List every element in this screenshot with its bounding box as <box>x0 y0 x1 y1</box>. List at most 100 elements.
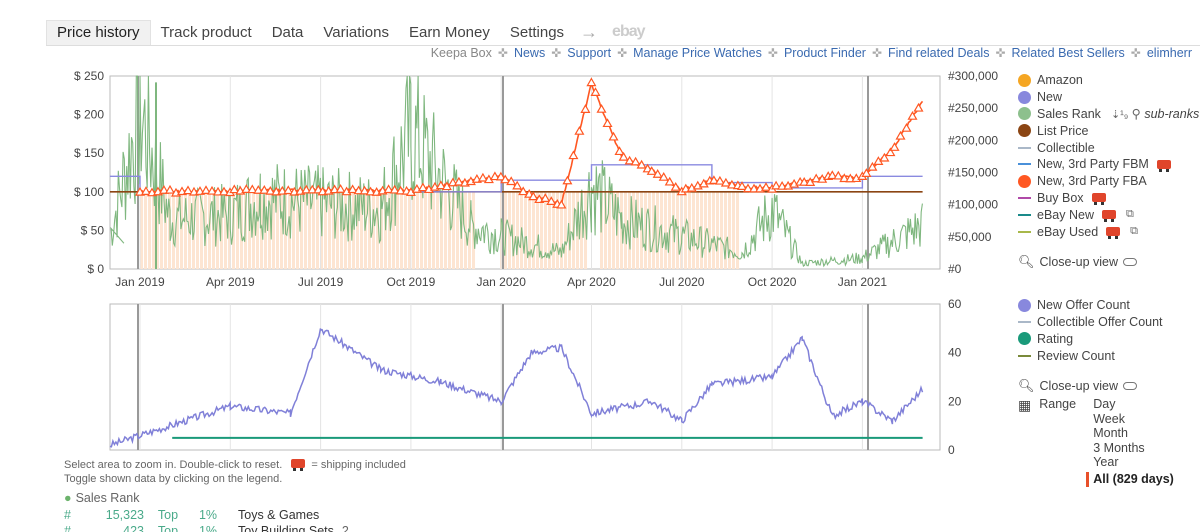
legend-item-list-price[interactable]: List Price <box>1018 122 1199 139</box>
fba-marker <box>417 182 428 192</box>
fba-marker <box>885 147 896 157</box>
support-link[interactable]: Support <box>567 46 612 60</box>
range-options: Day Week Month 3 Months Year All (829 days) <box>1086 397 1174 487</box>
range-option[interactable]: Month <box>1093 426 1128 441</box>
y-right-tick-label: #150,000 <box>948 166 998 180</box>
fba-marker <box>489 171 500 181</box>
shading-bar <box>712 191 715 269</box>
shading-bar <box>516 191 519 269</box>
shading-bar <box>148 191 151 269</box>
fba-marker <box>359 185 370 195</box>
legend-item-ebay-used[interactable]: eBay Used ⧉ <box>1018 223 1199 240</box>
shading-bar <box>324 191 327 269</box>
tab-earn-money[interactable]: Earn Money <box>408 24 490 41</box>
fba-marker <box>500 174 511 184</box>
legend-item-new-3rd-party-fbm[interactable]: New, 3rd Party FBM <box>1018 156 1199 173</box>
plus-icon: ✜ <box>995 46 1006 60</box>
fba-marker <box>867 161 878 171</box>
external-link-icon[interactable]: ⧉ <box>1125 208 1134 221</box>
closeup-view-top[interactable]: 🔍︎ Close-up view <box>1018 254 1138 270</box>
legend-item-new-offer-count[interactable]: New Offer Count <box>1018 297 1163 314</box>
keepa-box-link[interactable]: Keepa Box <box>430 46 492 60</box>
legend-item-new[interactable]: New <box>1018 89 1199 106</box>
legend-item-review-count[interactable]: Review Count <box>1018 347 1163 364</box>
range-option[interactable]: Week <box>1093 411 1125 426</box>
y-left-tick-label: $ 0 <box>87 262 104 276</box>
product-finder-link[interactable]: Product Finder <box>783 46 866 60</box>
range-option[interactable]: 3 Months <box>1093 440 1145 455</box>
legend-swatch <box>1018 163 1031 166</box>
fba-marker <box>453 176 464 186</box>
range-option[interactable]: Day <box>1093 397 1116 411</box>
tab-ebay[interactable]: ebay <box>612 23 645 40</box>
fba-marker <box>347 184 358 194</box>
shading-bar <box>440 191 443 269</box>
tab-price-history[interactable]: Price history <box>46 20 151 45</box>
shading-bar <box>252 191 255 269</box>
shading-bar <box>156 191 159 269</box>
external-link-icon[interactable]: ⧉ <box>1130 225 1139 238</box>
shading-bar <box>560 191 563 269</box>
shading-bar <box>544 191 547 269</box>
range-option-selected[interactable]: All (829 days) <box>1086 471 1174 487</box>
fba-marker <box>646 166 657 175</box>
toggle-icon[interactable] <box>1123 382 1138 390</box>
shading-bar <box>348 191 351 269</box>
fba-marker <box>395 185 406 195</box>
legend-item-ebay-new[interactable]: eBay New ⧉ <box>1018 206 1199 223</box>
legend-item-rating[interactable]: Rating <box>1018 331 1163 348</box>
price-history-chart[interactable]: Jan 2019 Apr 2019 Jul 2019 Oct 2019 Jan 2020… <box>0 66 1010 292</box>
fba-marker <box>726 179 737 189</box>
fba-marker <box>574 125 585 135</box>
fba-marker <box>241 184 252 193</box>
shading-bar <box>428 191 431 269</box>
related-best-sellers-link[interactable]: Related Best Sellers <box>1011 46 1125 60</box>
find-related-deals-link[interactable]: Find related Deals <box>888 46 990 60</box>
legend-item-new-3rd-party-fba[interactable]: New, 3rd Party FBA <box>1018 173 1199 190</box>
sales-rank-row: # 423 Top 1% Toy Building Sets 2 <box>64 524 349 532</box>
legend-label: New <box>1037 90 1063 105</box>
truck-icon <box>1106 227 1121 240</box>
y-left-tick-label: $ 100 <box>74 185 104 199</box>
plus-icon: ✜ <box>551 46 562 60</box>
x-tick-label: Oct 2020 <box>748 275 797 289</box>
legend-item-buy-box[interactable]: Buy Box <box>1018 190 1199 207</box>
offer-count-chart[interactable]: 0 20 40 60 <box>0 296 1010 458</box>
rank-value: 15,323 <box>105 508 144 522</box>
fba-marker <box>389 184 400 194</box>
shading-bar <box>308 191 311 269</box>
y-left-tick-label: $ 50 <box>81 223 105 237</box>
shading-bar <box>552 191 555 269</box>
shading-bar <box>416 191 419 269</box>
legend-swatch <box>1018 174 1031 188</box>
legend-item-collectible[interactable]: Collectible <box>1018 139 1199 156</box>
user-link[interactable]: elimherr <box>1146 46 1192 60</box>
shading-bar <box>644 191 647 269</box>
tab-data[interactable]: Data <box>271 24 304 41</box>
tab-variations[interactable]: Variations <box>323 24 389 41</box>
manage-price-watches-link[interactable]: Manage Price Watches <box>633 46 762 60</box>
zoom-hint: Select area to zoom in. Double-click to … <box>64 459 406 471</box>
range-option[interactable]: Year <box>1093 455 1119 470</box>
tab-settings[interactable]: Settings <box>509 24 565 41</box>
news-link[interactable]: News <box>513 46 546 60</box>
legend-item-collectible-offer-count[interactable]: Collectible Offer Count <box>1018 314 1163 331</box>
shading-bar <box>676 191 679 269</box>
fba-marker <box>200 185 212 195</box>
plus-icon: ✜ <box>617 46 628 60</box>
fba-marker <box>636 159 647 169</box>
category-link[interactable]: Toy Building Sets <box>238 524 334 532</box>
sub-ranks-link[interactable]: ⇣¹₉ ⚲ sub-ranks <box>1110 107 1200 122</box>
zoom-hint-text: Select area to zoom in. Double-click to … <box>64 459 283 471</box>
hash: # <box>64 508 71 522</box>
category-link[interactable]: Toys & Games <box>238 508 320 522</box>
closeup-view-bottom[interactable]: 🔍︎ Close-up view <box>1018 378 1138 394</box>
toggle-icon[interactable] <box>1123 258 1138 266</box>
legend-item-sales-rank[interactable]: Sales Rank ⇣¹₉ ⚲ sub-ranks <box>1018 106 1199 123</box>
shading-bar <box>392 191 395 269</box>
shading-bar <box>420 191 423 269</box>
tab-track-product[interactable]: Track product <box>160 24 252 41</box>
shading-bar <box>268 191 271 269</box>
legend-item-amazon[interactable]: Amazon <box>1018 72 1199 89</box>
shading-bar <box>312 191 315 269</box>
